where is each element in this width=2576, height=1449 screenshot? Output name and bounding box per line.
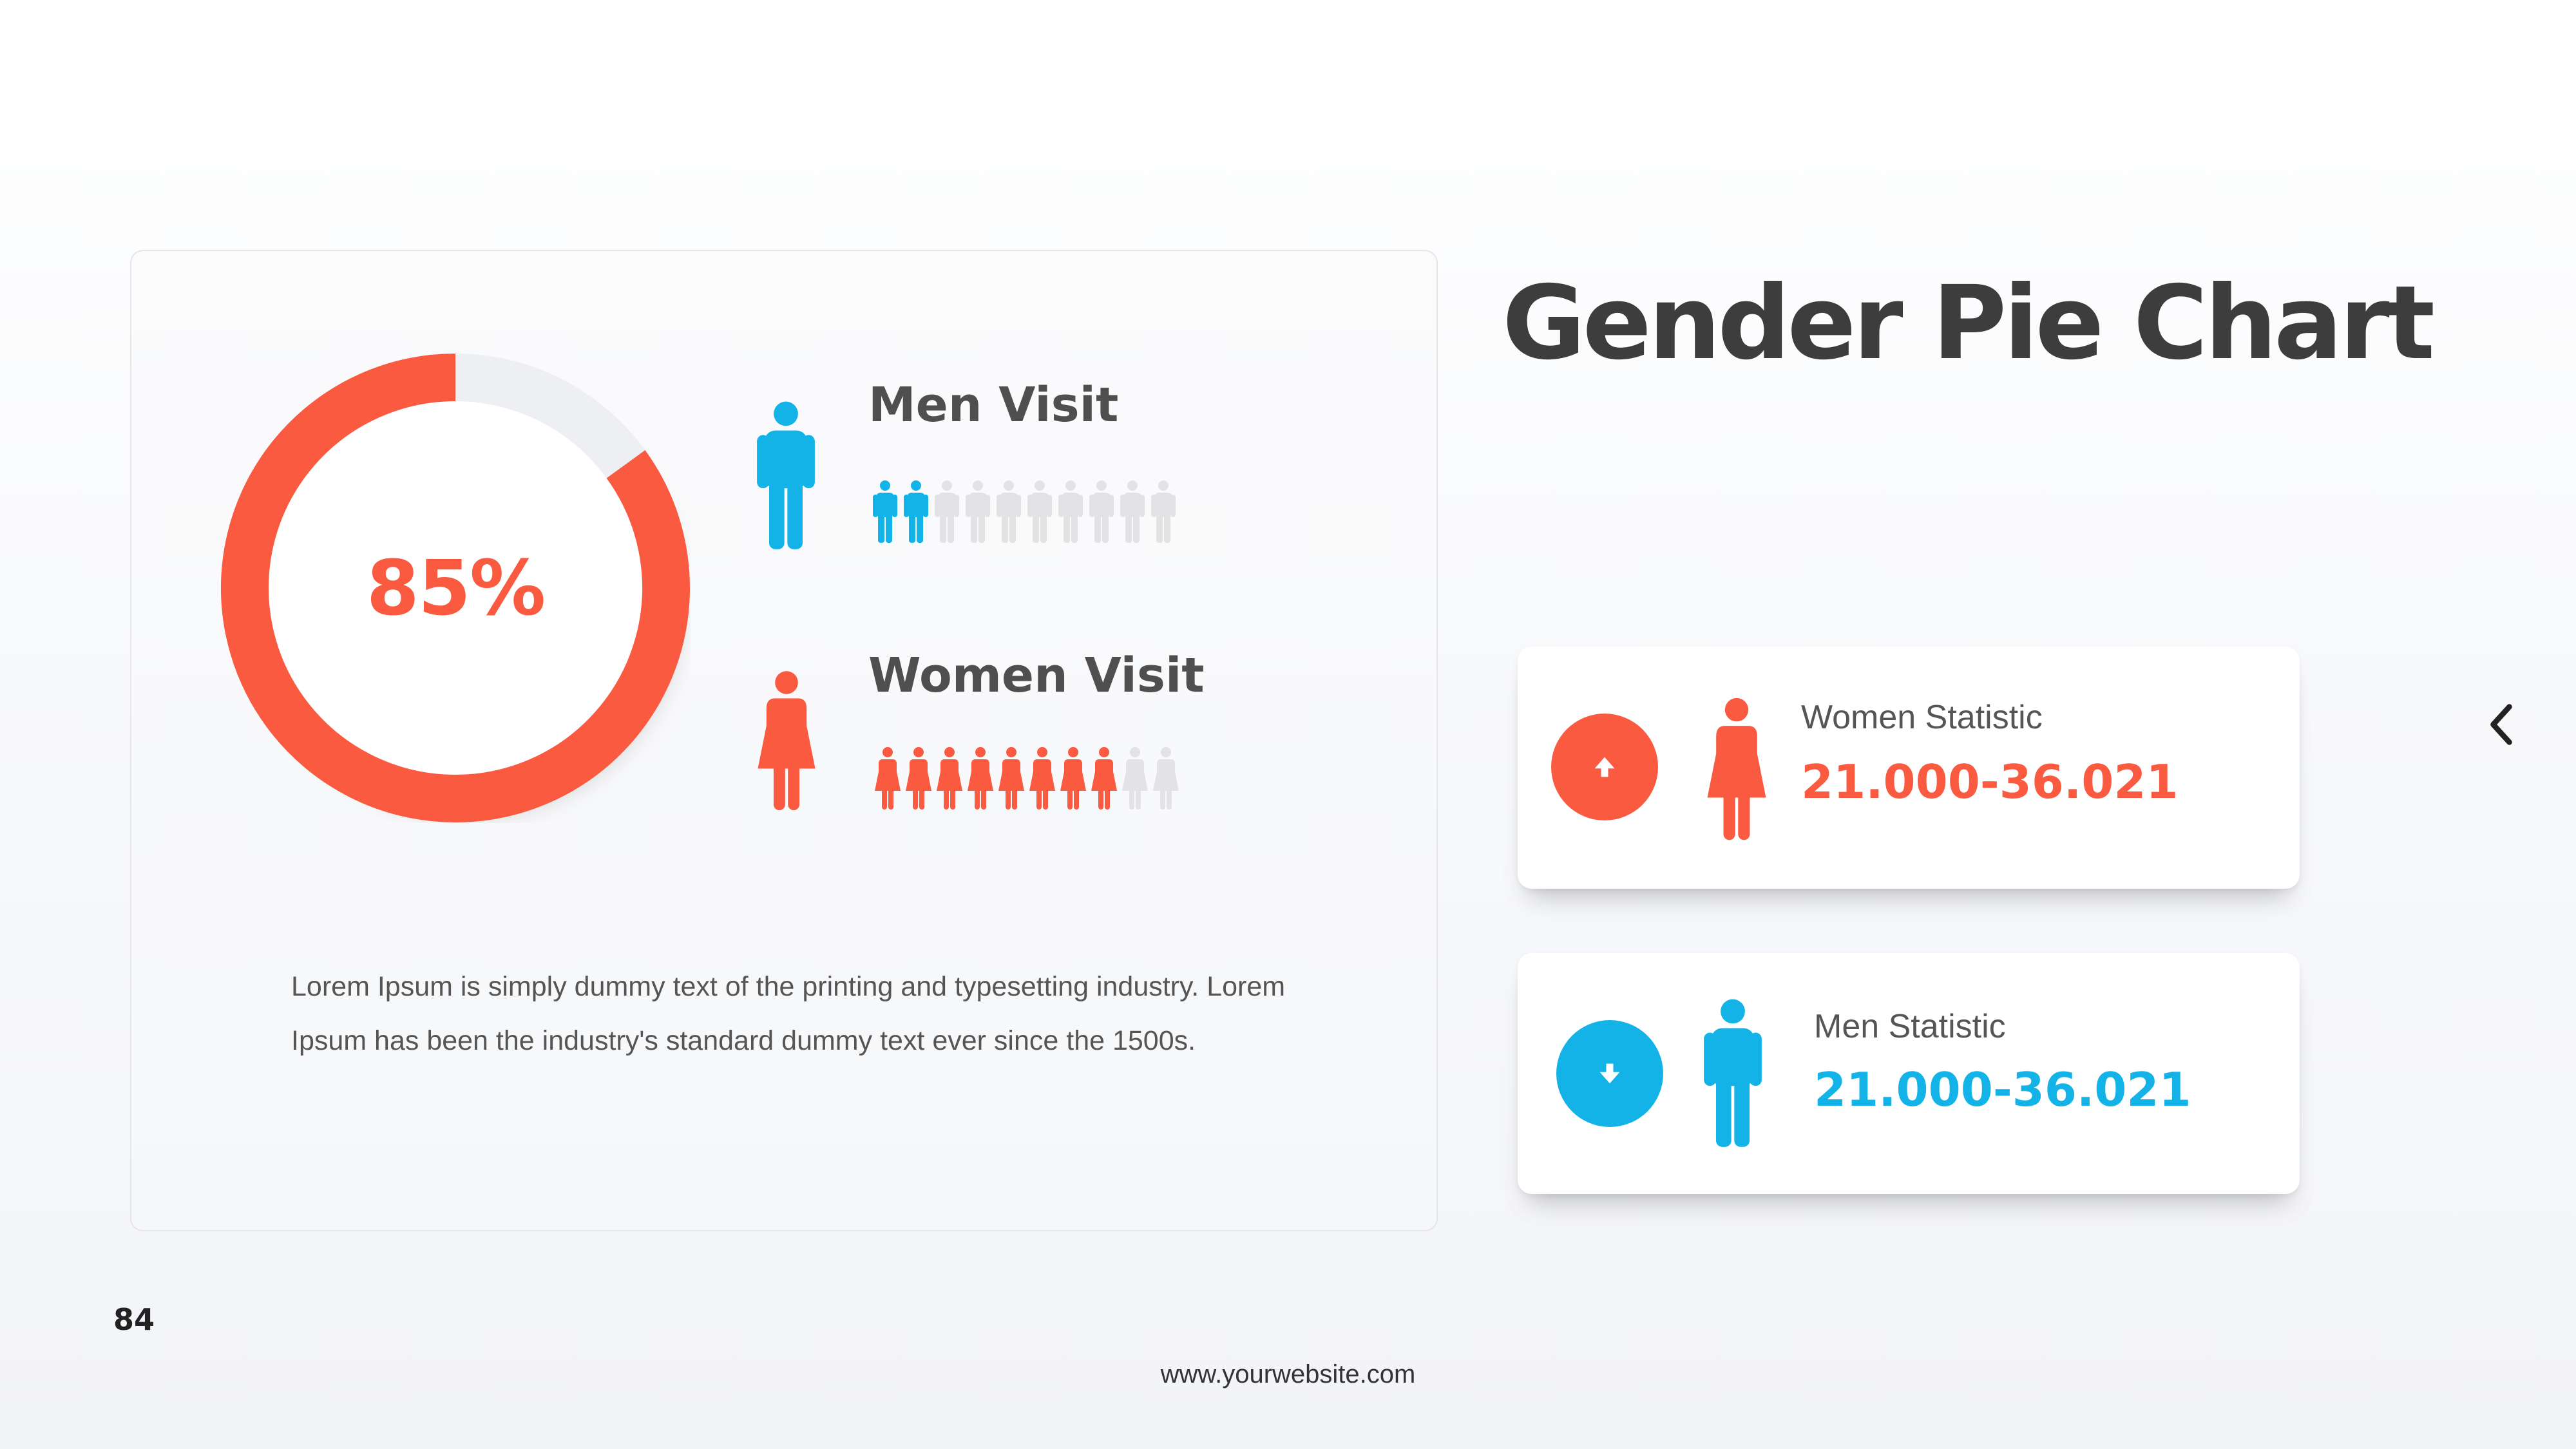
women-visit-pictogram [873, 739, 1180, 820]
man-icon-empty [964, 473, 992, 553]
donut-arc [221, 354, 690, 822]
donut-center [270, 402, 641, 773]
man-icon-empty [1087, 473, 1116, 553]
man-icon-filled [871, 473, 899, 553]
arrow-up-icon [1551, 714, 1658, 820]
woman-icon-filled [997, 739, 1026, 820]
man-icon [757, 401, 815, 549]
man-icon-empty [1118, 473, 1147, 553]
woman-icon [758, 671, 816, 811]
man-icon [1704, 999, 1762, 1147]
men-visit-label: Men Visit [868, 377, 1119, 433]
page-number: 84 [113, 1302, 155, 1337]
man-icon-filled [902, 473, 930, 553]
chevron-left-icon[interactable] [2485, 702, 2517, 747]
men-statistic-label: Men Statistic [1814, 1008, 2006, 1045]
woman-icon-filled [1059, 739, 1087, 820]
women-statistic-value: 21.000-36.021 [1801, 755, 2179, 809]
woman-icon-filled [1090, 739, 1118, 820]
donut-percent-label: 85% [366, 544, 546, 632]
footer-url[interactable]: www.yourwebsite.com [1160, 1360, 1416, 1388]
woman-icon-filled [904, 739, 933, 820]
woman-icon-filled [1028, 739, 1056, 820]
woman-icon-filled [935, 739, 964, 820]
woman-icon-filled [966, 739, 995, 820]
woman-icon [1707, 697, 1766, 840]
men-statistic-card: Men Statistic 21.000-36.021 [1518, 953, 2300, 1194]
woman-icon-filled [873, 739, 902, 820]
men-visit-pictogram [871, 473, 1178, 553]
woman-icon-empty [1121, 739, 1149, 820]
women-statistic-label: Women Statistic [1801, 699, 2043, 736]
man-icon-empty [933, 473, 961, 553]
description-text: Lorem Ipsum is simply dummy text of the … [291, 971, 1286, 1056]
men-statistic-value: 21.000-36.021 [1814, 1063, 2191, 1117]
arrow-down-icon [1556, 1020, 1663, 1127]
man-icon-empty [995, 473, 1023, 553]
woman-icon-empty [1152, 739, 1180, 820]
donut-svg [221, 354, 690, 822]
man-icon-empty [1026, 473, 1054, 553]
women-visit-label: Women Visit [868, 648, 1205, 703]
women-statistic-card: Women Statistic 21.000-36.021 [1518, 647, 2300, 889]
man-icon-empty [1056, 473, 1085, 553]
donut-chart: 85% [220, 353, 691, 823]
man-icon-empty [1149, 473, 1178, 553]
page-title: Gender Pie Chart [1502, 264, 2435, 383]
